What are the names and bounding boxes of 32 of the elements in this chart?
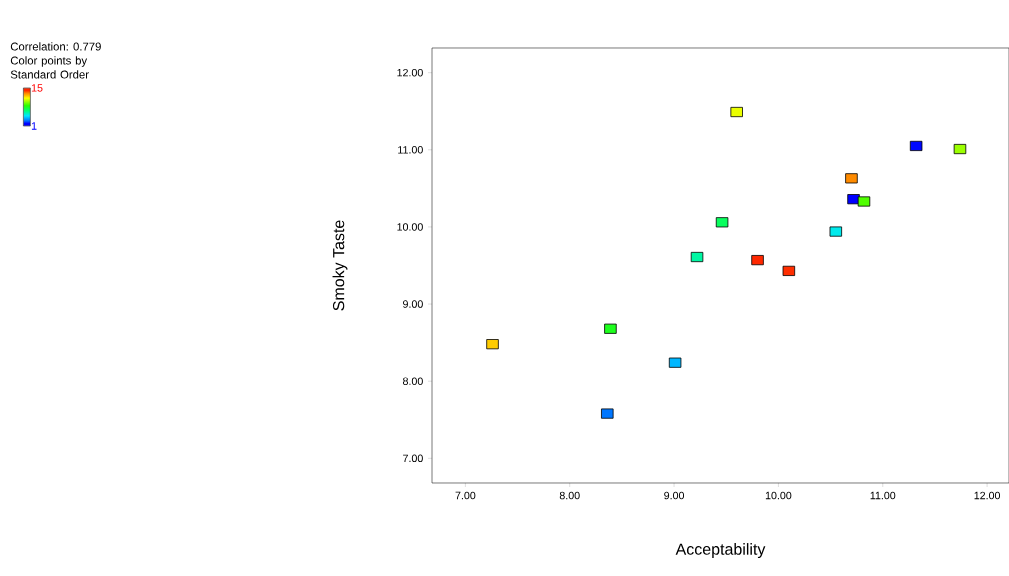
point: [751, 255, 764, 266]
point: [690, 251, 704, 263]
point: [829, 226, 843, 237]
x-tick-label: 8.00: [559, 491, 580, 500]
point: [715, 217, 729, 228]
point: [857, 196, 871, 207]
x-axis-title: Acceptability: [675, 543, 766, 558]
x-tick-label: 12.00: [974, 491, 1001, 500]
y-tick-label: 11.00: [398, 146, 423, 154]
color-bar-label: 15: [31, 84, 43, 92]
point: [604, 323, 617, 334]
y-axis-title: Smoky Taste: [332, 220, 348, 311]
y-tick-label: 8.00: [403, 377, 423, 385]
point: [668, 357, 682, 368]
point: [601, 408, 614, 419]
y-tick-label: 12.00: [397, 68, 423, 77]
point: [730, 106, 743, 118]
point: [845, 173, 858, 184]
point: [782, 265, 796, 276]
text: Correlation: 0.779: [10, 42, 101, 51]
color-bar-label: 1: [31, 122, 37, 130]
x-tick-label: 10.00: [765, 491, 792, 500]
x-tick-label: 7.00: [455, 491, 476, 500]
y-tick-label: 10.00: [397, 223, 423, 231]
color-bar-title: Color points by Standard Order: [10, 56, 89, 79]
x-tick-label: 11.00: [870, 491, 896, 500]
y-tick-label: 9.00: [403, 300, 423, 308]
y-tick-label: 7.00: [403, 454, 423, 463]
point: [953, 143, 967, 155]
point: [486, 339, 499, 350]
point: [909, 140, 923, 152]
x-tick-label: 9.00: [664, 491, 685, 500]
